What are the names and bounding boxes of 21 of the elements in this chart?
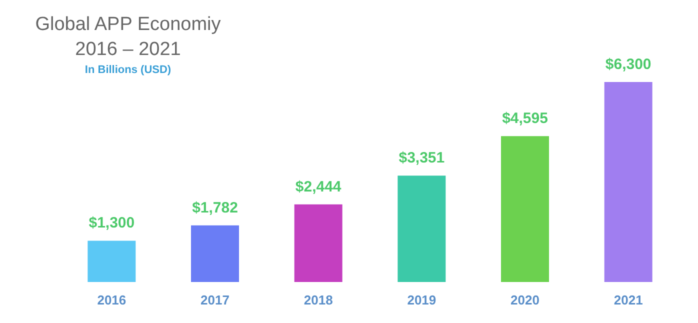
data-label: $4,595 — [502, 110, 548, 128]
bar — [398, 176, 446, 282]
chart-title: Global APP Economiy — [35, 14, 222, 35]
data-label: $6,300 — [605, 56, 652, 73]
x-tick-label: 2020 — [510, 292, 540, 308]
text: In Billions (USD) — [84, 64, 172, 76]
chart-subtitle: 2016 – 2021 — [75, 39, 181, 60]
bar — [604, 82, 652, 282]
x-tick-label: 2016 — [97, 292, 126, 308]
x-tick-label: 2018 — [304, 292, 333, 308]
x-tick-label: 2019 — [407, 292, 436, 308]
data-label: $1,300 — [88, 214, 135, 232]
data-label: $1,782 — [192, 199, 238, 216]
data-label: $3,351 — [398, 150, 445, 167]
bar — [294, 204, 342, 282]
bar — [191, 225, 239, 282]
data-label: $2,444 — [295, 178, 342, 196]
bar — [88, 240, 136, 282]
x-tick-label: 2021 — [614, 292, 643, 308]
x-tick-label: 2017 — [200, 292, 230, 308]
bar — [501, 136, 549, 282]
